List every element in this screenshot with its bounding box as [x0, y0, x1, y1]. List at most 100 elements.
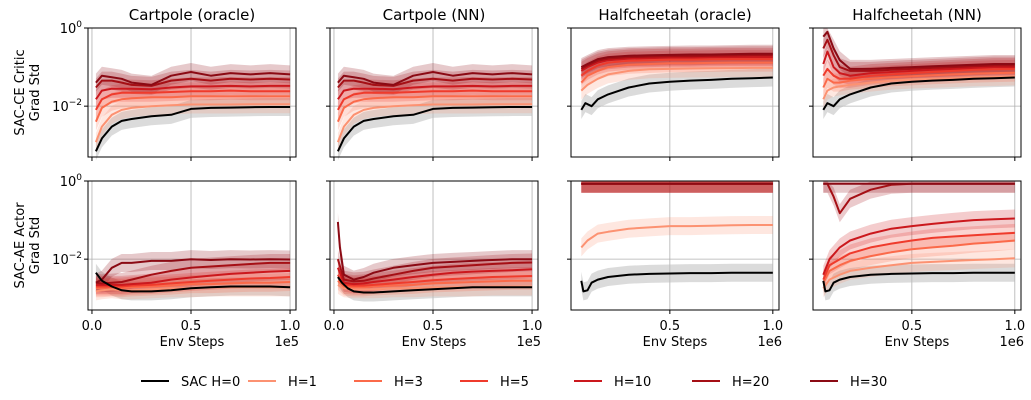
series-line [337, 279, 533, 289]
series-line [337, 89, 533, 111]
legend-item: H=20 [692, 375, 769, 390]
legend: SAC H=0 H=1 H=3 H=5 H=10 H=20 H=30 [141, 375, 887, 390]
panel-title: Halfcheetah (NN) [852, 6, 982, 24]
axes-frame [87, 180, 297, 311]
series-line [336, 103, 533, 143]
series-line [580, 61, 773, 84]
legend-item: H=1 [248, 375, 317, 390]
series-line [580, 58, 773, 77]
x-tick-label: 0.5 [660, 319, 681, 334]
y-tick-label: 10−2 [52, 251, 82, 268]
chart-panel: Halfcheetah (oracle) [567, 6, 780, 161]
series-line [580, 224, 773, 249]
panels-group: 100 10−2 Cartpole (oracle) SAC-CE CriticGra… [13, 6, 1025, 350]
x-axis-label: Env Steps [160, 335, 225, 350]
legend-label: H=3 [394, 375, 423, 390]
series-line [95, 269, 291, 286]
series-band [337, 95, 533, 152]
series-band [823, 181, 1015, 223]
x-axis-label: Env Steps [402, 335, 467, 350]
series-band [581, 215, 773, 257]
x-tick-label: 0.0 [82, 319, 103, 334]
series-band [823, 223, 1015, 289]
series-band [337, 98, 533, 161]
series-line [95, 89, 291, 111]
series-line [95, 261, 291, 285]
series-line [822, 271, 1015, 293]
y-tick-label: 100 [60, 173, 83, 190]
x-scale-label: 1e6 [999, 335, 1024, 350]
series-band [823, 68, 1015, 119]
series-line [95, 71, 291, 86]
legend-item: SAC H=0 [141, 375, 240, 390]
axes-frame [570, 180, 780, 311]
x-scale-label: 1e5 [516, 335, 541, 350]
axes-frame [329, 27, 539, 158]
chart-panel: 100 10−2 Cartpole (oracle) SAC-CE CriticGra… [13, 6, 297, 161]
x-tick-label: 0.5 [902, 319, 923, 334]
series-line [822, 38, 1015, 72]
x-scale-label: 1e5 [274, 335, 299, 350]
x-scale-label: 1e6 [757, 335, 782, 350]
series-band [581, 263, 773, 301]
x-tick-label: 0.0 [324, 319, 345, 334]
panel-title: Cartpole (NN) [383, 6, 486, 24]
x-axis-label: Env Steps [885, 335, 950, 350]
axes-frame [570, 27, 780, 158]
series-line [822, 76, 1015, 111]
series-line [580, 56, 773, 72]
series-line [337, 274, 533, 287]
series-band [581, 68, 773, 119]
series-line [822, 239, 1015, 284]
series-line [822, 257, 1015, 289]
x-tick-label: 1.0 [762, 319, 783, 334]
series-line [580, 66, 773, 92]
series-line [336, 221, 533, 281]
legend-label: H=1 [288, 375, 317, 390]
series-line [822, 71, 1015, 88]
x-tick-label: 1.0 [1004, 319, 1025, 334]
axes-frame [812, 27, 1022, 158]
series-line [336, 95, 533, 123]
series-line [822, 231, 1015, 280]
panel-title: Halfcheetah (oracle) [598, 6, 751, 24]
series-line [822, 217, 1015, 276]
series-line [95, 272, 291, 293]
y-tick-label: 100 [60, 20, 83, 37]
x-tick-label: 0.5 [181, 319, 202, 334]
series-band [95, 250, 291, 292]
series-line [94, 95, 291, 123]
y-tick-label: 10−2 [52, 98, 82, 115]
series-line [95, 258, 291, 284]
series-line [336, 106, 533, 152]
y-axis-label: SAC-CE CriticGrad Std [13, 49, 43, 135]
series-line [336, 258, 533, 283]
legend-item: H=10 [574, 375, 651, 390]
legend-label: H=10 [614, 375, 651, 390]
series-line [822, 50, 1015, 77]
x-tick-label: 1.0 [280, 319, 301, 334]
chart-panel: Halfcheetah (NN) [809, 6, 1022, 161]
legend-item: H=30 [810, 375, 887, 390]
series-line [95, 77, 291, 89]
series-line [580, 271, 773, 293]
axes-frame [87, 27, 297, 158]
axes-frame [812, 180, 1022, 311]
series-line [94, 106, 291, 152]
y-axis-label: SAC-AE ActorGrad Std [13, 202, 43, 289]
series-line [822, 67, 1015, 80]
series-line [337, 71, 533, 86]
panel-title: Cartpole (oracle) [129, 6, 255, 24]
series-line [822, 30, 1015, 70]
x-axis-label: Env Steps [643, 335, 708, 350]
series-band [823, 231, 1015, 292]
series-band [95, 95, 291, 152]
axes-frame [329, 180, 539, 311]
series-line [94, 103, 291, 143]
legend-label: H=5 [500, 375, 529, 390]
